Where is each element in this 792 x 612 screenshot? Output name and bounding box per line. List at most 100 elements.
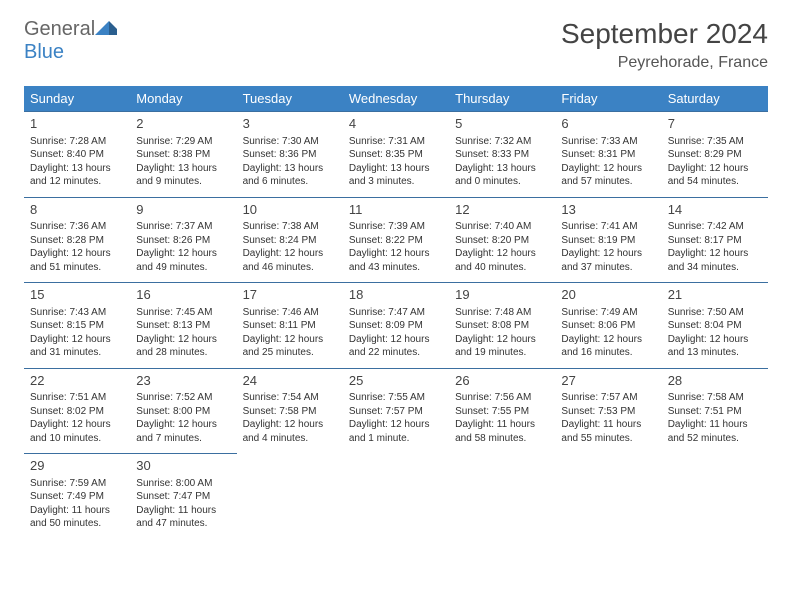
daylight-line2: and 54 minutes. — [668, 175, 762, 189]
weekday-header: Tuesday — [237, 86, 343, 112]
daylight-line1: Daylight: 13 hours — [243, 162, 337, 176]
sunset-line: Sunset: 8:04 PM — [668, 319, 762, 333]
weekday-header: Wednesday — [343, 86, 449, 112]
daylight-line1: Daylight: 11 hours — [30, 504, 124, 518]
calendar-empty-cell — [237, 454, 343, 539]
sunrise-line: Sunrise: 7:38 AM — [243, 220, 337, 234]
daylight-line2: and 31 minutes. — [30, 346, 124, 360]
calendar-week-row: 8Sunrise: 7:36 AMSunset: 8:28 PMDaylight… — [24, 197, 768, 283]
daylight-line1: Daylight: 12 hours — [136, 333, 230, 347]
logo-triangle-icon — [95, 19, 117, 35]
weekday-header-row: SundayMondayTuesdayWednesdayThursdayFrid… — [24, 86, 768, 112]
calendar-table: SundayMondayTuesdayWednesdayThursdayFrid… — [24, 86, 768, 539]
logo: General Blue — [24, 18, 117, 64]
day-number: 5 — [455, 115, 549, 133]
day-number: 1 — [30, 115, 124, 133]
sunrise-line: Sunrise: 7:30 AM — [243, 135, 337, 149]
calendar-day-cell: 13Sunrise: 7:41 AMSunset: 8:19 PMDayligh… — [555, 197, 661, 283]
daylight-line1: Daylight: 12 hours — [668, 333, 762, 347]
sunrise-line: Sunrise: 7:32 AM — [455, 135, 549, 149]
day-number: 30 — [136, 457, 230, 475]
sunrise-line: Sunrise: 7:56 AM — [455, 391, 549, 405]
calendar-day-cell: 5Sunrise: 7:32 AMSunset: 8:33 PMDaylight… — [449, 112, 555, 198]
calendar-day-cell: 24Sunrise: 7:54 AMSunset: 7:58 PMDayligh… — [237, 368, 343, 454]
calendar-day-cell: 9Sunrise: 7:37 AMSunset: 8:26 PMDaylight… — [130, 197, 236, 283]
sunrise-line: Sunrise: 7:52 AM — [136, 391, 230, 405]
daylight-line1: Daylight: 12 hours — [349, 333, 443, 347]
day-number: 29 — [30, 457, 124, 475]
daylight-line2: and 58 minutes. — [455, 432, 549, 446]
calendar-day-cell: 18Sunrise: 7:47 AMSunset: 8:09 PMDayligh… — [343, 283, 449, 369]
day-number: 15 — [30, 286, 124, 304]
sunrise-line: Sunrise: 7:58 AM — [668, 391, 762, 405]
daylight-line1: Daylight: 12 hours — [455, 333, 549, 347]
sunrise-line: Sunrise: 7:49 AM — [561, 306, 655, 320]
daylight-line2: and 57 minutes. — [561, 175, 655, 189]
title-block: September 2024 Peyrehorade, France — [561, 18, 768, 72]
calendar-week-row: 1Sunrise: 7:28 AMSunset: 8:40 PMDaylight… — [24, 112, 768, 198]
daylight-line2: and 0 minutes. — [455, 175, 549, 189]
sunset-line: Sunset: 8:36 PM — [243, 148, 337, 162]
sunrise-line: Sunrise: 8:00 AM — [136, 477, 230, 491]
day-number: 25 — [349, 372, 443, 390]
day-number: 11 — [349, 201, 443, 219]
sunset-line: Sunset: 8:19 PM — [561, 234, 655, 248]
calendar-day-cell: 16Sunrise: 7:45 AMSunset: 8:13 PMDayligh… — [130, 283, 236, 369]
daylight-line1: Daylight: 13 hours — [455, 162, 549, 176]
sunset-line: Sunset: 7:58 PM — [243, 405, 337, 419]
sunset-line: Sunset: 8:38 PM — [136, 148, 230, 162]
calendar-day-cell: 26Sunrise: 7:56 AMSunset: 7:55 PMDayligh… — [449, 368, 555, 454]
day-number: 2 — [136, 115, 230, 133]
sunset-line: Sunset: 7:53 PM — [561, 405, 655, 419]
sunrise-line: Sunrise: 7:31 AM — [349, 135, 443, 149]
day-number: 16 — [136, 286, 230, 304]
daylight-line2: and 46 minutes. — [243, 261, 337, 275]
sunset-line: Sunset: 7:47 PM — [136, 490, 230, 504]
sunset-line: Sunset: 8:02 PM — [30, 405, 124, 419]
sunset-line: Sunset: 8:20 PM — [455, 234, 549, 248]
location: Peyrehorade, France — [561, 54, 768, 72]
daylight-line1: Daylight: 11 hours — [455, 418, 549, 432]
sunset-line: Sunset: 8:09 PM — [349, 319, 443, 333]
calendar-day-cell: 22Sunrise: 7:51 AMSunset: 8:02 PMDayligh… — [24, 368, 130, 454]
daylight-line2: and 7 minutes. — [136, 432, 230, 446]
sunrise-line: Sunrise: 7:50 AM — [668, 306, 762, 320]
day-number: 9 — [136, 201, 230, 219]
daylight-line1: Daylight: 12 hours — [668, 162, 762, 176]
daylight-line2: and 49 minutes. — [136, 261, 230, 275]
sunset-line: Sunset: 8:31 PM — [561, 148, 655, 162]
daylight-line1: Daylight: 12 hours — [561, 247, 655, 261]
day-number: 12 — [455, 201, 549, 219]
calendar-body: 1Sunrise: 7:28 AMSunset: 8:40 PMDaylight… — [24, 112, 768, 539]
daylight-line2: and 22 minutes. — [349, 346, 443, 360]
day-number: 6 — [561, 115, 655, 133]
daylight-line1: Daylight: 11 hours — [561, 418, 655, 432]
sunset-line: Sunset: 8:24 PM — [243, 234, 337, 248]
daylight-line1: Daylight: 12 hours — [30, 333, 124, 347]
calendar-day-cell: 27Sunrise: 7:57 AMSunset: 7:53 PMDayligh… — [555, 368, 661, 454]
sunset-line: Sunset: 7:57 PM — [349, 405, 443, 419]
calendar-day-cell: 8Sunrise: 7:36 AMSunset: 8:28 PMDaylight… — [24, 197, 130, 283]
daylight-line2: and 50 minutes. — [30, 517, 124, 531]
daylight-line2: and 51 minutes. — [30, 261, 124, 275]
sunrise-line: Sunrise: 7:46 AM — [243, 306, 337, 320]
sunrise-line: Sunrise: 7:47 AM — [349, 306, 443, 320]
day-number: 19 — [455, 286, 549, 304]
calendar-day-cell: 23Sunrise: 7:52 AMSunset: 8:00 PMDayligh… — [130, 368, 236, 454]
day-number: 14 — [668, 201, 762, 219]
sunrise-line: Sunrise: 7:37 AM — [136, 220, 230, 234]
sunrise-line: Sunrise: 7:28 AM — [30, 135, 124, 149]
sunrise-line: Sunrise: 7:42 AM — [668, 220, 762, 234]
calendar-day-cell: 1Sunrise: 7:28 AMSunset: 8:40 PMDaylight… — [24, 112, 130, 198]
calendar-day-cell: 17Sunrise: 7:46 AMSunset: 8:11 PMDayligh… — [237, 283, 343, 369]
calendar-empty-cell — [449, 454, 555, 539]
daylight-line1: Daylight: 12 hours — [30, 247, 124, 261]
weekday-header: Monday — [130, 86, 236, 112]
weekday-header: Saturday — [662, 86, 768, 112]
calendar-day-cell: 12Sunrise: 7:40 AMSunset: 8:20 PMDayligh… — [449, 197, 555, 283]
sunset-line: Sunset: 7:55 PM — [455, 405, 549, 419]
sunset-line: Sunset: 8:06 PM — [561, 319, 655, 333]
daylight-line1: Daylight: 13 hours — [136, 162, 230, 176]
daylight-line1: Daylight: 12 hours — [243, 247, 337, 261]
sunrise-line: Sunrise: 7:43 AM — [30, 306, 124, 320]
